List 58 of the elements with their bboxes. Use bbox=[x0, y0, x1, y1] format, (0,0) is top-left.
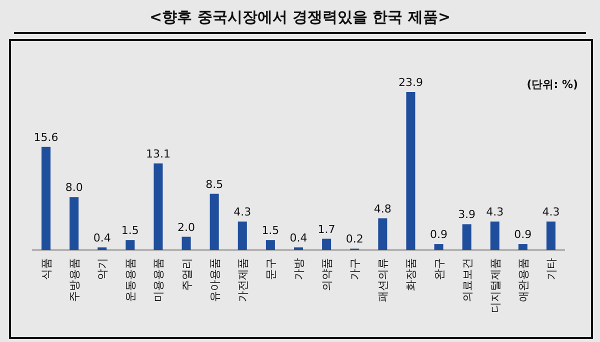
data-label: 4.3 bbox=[234, 206, 252, 219]
x-tick-label: 유아용품 bbox=[208, 258, 222, 302]
data-label: 8.5 bbox=[206, 178, 224, 191]
x-tick-label: 애완용품 bbox=[516, 258, 530, 302]
data-label: 0.9 bbox=[514, 228, 532, 242]
data-label: 2.0 bbox=[178, 220, 196, 234]
x-tick-label: 운동용품 bbox=[124, 258, 138, 302]
bar bbox=[210, 194, 219, 250]
x-tick-label: 주얼리 bbox=[180, 258, 194, 291]
data-label: 15.6 bbox=[34, 130, 58, 144]
bar bbox=[154, 163, 163, 250]
data-label: 3.9 bbox=[458, 208, 476, 222]
bar bbox=[266, 240, 275, 250]
bar bbox=[462, 224, 472, 250]
x-tick-label: 가전제품 bbox=[236, 258, 250, 302]
bar bbox=[378, 218, 388, 250]
data-label: 1.5 bbox=[121, 224, 139, 238]
x-tick-label: 기타 bbox=[544, 258, 558, 280]
bar bbox=[518, 244, 528, 250]
data-label: 0.9 bbox=[430, 228, 448, 242]
data-label: 0.2 bbox=[346, 232, 364, 246]
x-tick-label: 문구 bbox=[264, 258, 278, 280]
bar bbox=[490, 222, 500, 250]
data-label: 8.0 bbox=[65, 181, 83, 194]
x-tick-label: 의약품 bbox=[320, 258, 334, 291]
x-tick-label: 패션의류 bbox=[376, 258, 390, 302]
data-label: 23.9 bbox=[398, 76, 423, 89]
bar bbox=[238, 222, 247, 250]
x-tick-label: 가구 bbox=[348, 258, 362, 280]
bar bbox=[546, 222, 556, 250]
bar bbox=[322, 238, 332, 250]
bar bbox=[70, 197, 79, 250]
data-label: 4.3 bbox=[542, 206, 560, 219]
data-label: 1.7 bbox=[318, 222, 336, 236]
chart-title: <향후 중국시장에서 경쟁력있을 한국 제품> bbox=[149, 8, 451, 26]
x-tick-label: 주방용품 bbox=[68, 258, 82, 302]
bar bbox=[434, 244, 444, 250]
x-tick-label: 악기 bbox=[96, 258, 110, 280]
bar bbox=[406, 92, 416, 250]
data-label: 4.8 bbox=[374, 202, 392, 216]
x-tick-label: 완구 bbox=[432, 258, 446, 280]
x-tick-label: 의료보건 bbox=[460, 258, 474, 302]
x-tick-label: 식품 bbox=[40, 258, 54, 280]
data-label: 0.4 bbox=[290, 231, 308, 244]
bar bbox=[294, 247, 303, 250]
bar bbox=[42, 146, 51, 250]
bar bbox=[126, 240, 135, 250]
data-label: 1.5 bbox=[262, 224, 280, 238]
x-tick-label: 화장품 bbox=[404, 258, 418, 291]
x-tick-label: 디지털제품 bbox=[488, 258, 502, 313]
text: (단위: %) bbox=[526, 78, 578, 91]
data-label: 13.1 bbox=[146, 147, 170, 160]
data-label: 4.3 bbox=[486, 206, 504, 219]
x-tick-label: 미용용품 bbox=[152, 258, 166, 302]
x-tick-label: 가방 bbox=[292, 258, 306, 280]
data-label: 0.4 bbox=[93, 231, 111, 244]
bar bbox=[182, 236, 191, 250]
bar bbox=[98, 247, 107, 250]
